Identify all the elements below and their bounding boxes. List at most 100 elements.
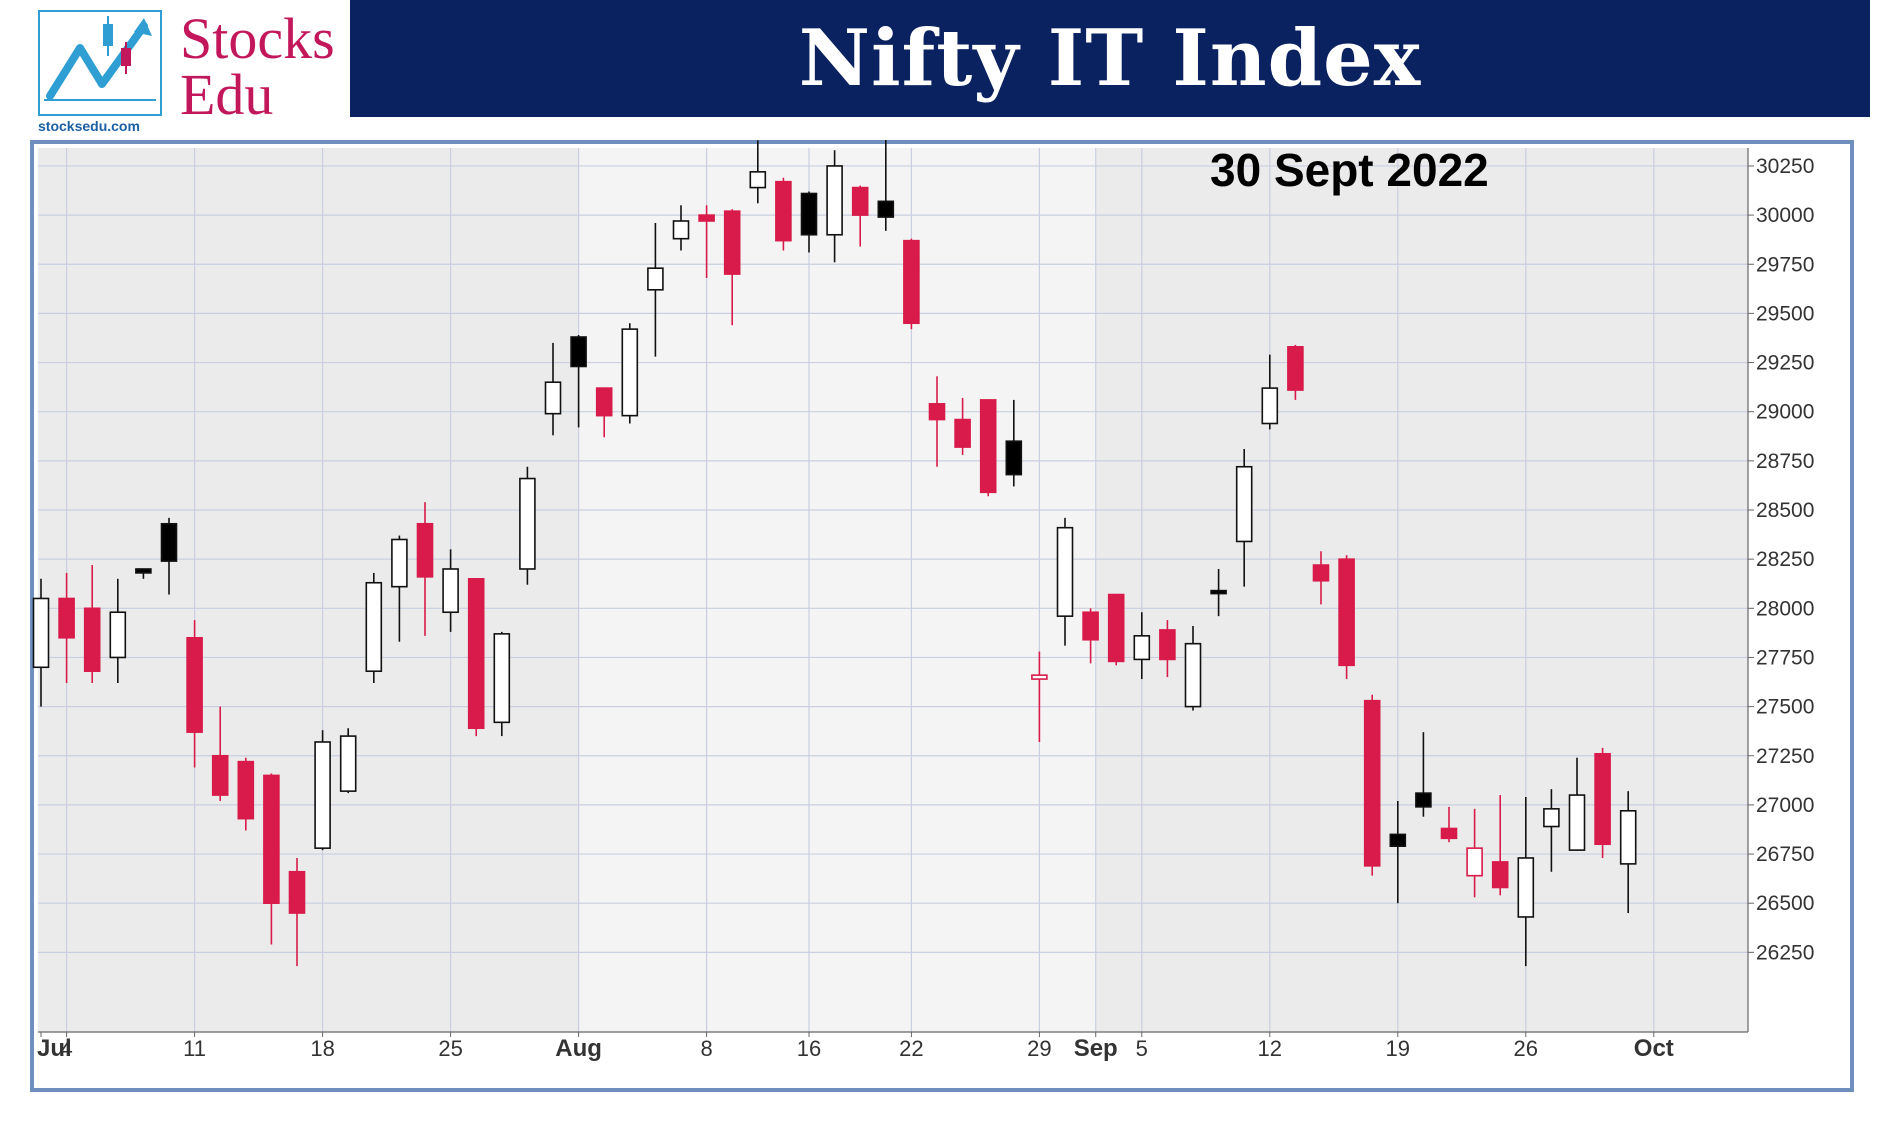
candle-body	[1338, 558, 1355, 667]
candle	[391, 535, 408, 642]
candle	[595, 387, 613, 438]
candle-body	[1133, 635, 1151, 661]
candle	[672, 205, 690, 251]
candlestick-chart: 26250 26500 26750 27000 27250 27500 27750 28000…	[32, 140, 1814, 1062]
candle-body	[1594, 752, 1611, 846]
candle	[928, 376, 946, 467]
logo-name-line1: Stocks	[180, 6, 335, 71]
candle	[1005, 399, 1023, 487]
candle-body	[1389, 833, 1407, 847]
candle-body	[1184, 642, 1202, 708]
title-bar: Nifty IT Index	[350, 0, 1870, 117]
y-tick-label: 29250	[1756, 352, 1814, 375]
candle	[570, 335, 587, 428]
candle	[314, 730, 331, 851]
candle-body	[1005, 440, 1023, 476]
candle-body	[595, 387, 613, 417]
candle	[698, 205, 715, 279]
candle-body	[544, 381, 562, 415]
candle-body	[288, 870, 306, 914]
candle	[800, 191, 818, 253]
candle-body	[749, 171, 767, 189]
candle	[1440, 806, 1458, 843]
candle	[621, 323, 639, 424]
candle	[1389, 800, 1407, 904]
candle-body	[672, 220, 690, 240]
x-tick-label: Oct	[1634, 1035, 1674, 1062]
candle	[1312, 551, 1330, 605]
logo-name-line2: Edu	[180, 62, 274, 127]
candle	[1338, 555, 1355, 680]
x-tick-label: Sep	[1074, 1035, 1118, 1062]
candle	[519, 466, 536, 585]
candle-body	[1107, 593, 1125, 663]
y-tick-label: 27250	[1756, 745, 1814, 768]
candle	[1543, 789, 1560, 872]
candle	[1568, 757, 1586, 851]
candle-body	[1082, 611, 1099, 641]
y-tick-label: 29500	[1756, 302, 1814, 325]
candle-body	[339, 735, 357, 792]
candle-body	[647, 267, 664, 291]
y-tick-label: 30000	[1756, 204, 1814, 227]
candle	[1184, 625, 1202, 711]
x-tick-label: Aug	[555, 1035, 602, 1062]
candle	[467, 578, 485, 737]
x-tick-label: 18	[310, 1036, 334, 1061]
x-tick-label: 8	[700, 1036, 712, 1061]
x-tick-label: 25	[438, 1036, 462, 1061]
candle	[1235, 449, 1253, 587]
candle	[365, 572, 383, 684]
y-tick-label: 28000	[1756, 597, 1814, 620]
candle	[1363, 694, 1381, 876]
candle-body	[928, 403, 946, 421]
candle	[979, 399, 997, 497]
candle-body	[723, 210, 741, 275]
candle-body	[621, 328, 639, 417]
candle	[1594, 747, 1611, 858]
candle-body	[1491, 861, 1509, 889]
candle	[1031, 651, 1048, 742]
candle-body	[1415, 792, 1432, 808]
candle	[58, 572, 75, 684]
candle	[109, 578, 127, 684]
candle	[1107, 593, 1125, 666]
candle	[263, 773, 280, 945]
candle	[1261, 354, 1279, 430]
chart-axes: 26250 26500 26750 27000 27250 27500 27750 28000…	[37, 148, 1814, 1062]
candle-body	[1363, 699, 1381, 867]
candle-body	[83, 607, 101, 673]
candle	[1491, 795, 1509, 896]
candle-body	[186, 636, 203, 733]
candle	[1517, 797, 1535, 967]
candle-body	[775, 180, 792, 242]
candle-body	[442, 568, 459, 614]
candle	[1415, 732, 1432, 817]
month-band	[578, 148, 1096, 1032]
candle-body	[1210, 589, 1227, 595]
candle-body	[1440, 827, 1458, 840]
x-tick-label: 19	[1386, 1036, 1410, 1061]
candle	[903, 238, 920, 330]
candle	[135, 568, 152, 579]
candle-body	[1466, 847, 1483, 877]
candle-body	[1312, 564, 1330, 582]
candle	[1287, 344, 1304, 400]
candle	[954, 397, 971, 455]
candle	[877, 140, 895, 231]
candle-body	[826, 165, 843, 236]
candle-body	[1517, 857, 1535, 918]
candle-body	[1159, 629, 1176, 661]
candle-body	[1261, 387, 1279, 425]
candle	[288, 857, 306, 967]
candle	[237, 757, 255, 831]
y-tick-label: 27500	[1756, 696, 1814, 719]
y-tick-label: 26250	[1756, 941, 1814, 964]
candle	[442, 549, 459, 632]
chart-date-annotation: 30 Sept 2022	[1210, 144, 1489, 196]
candle	[1619, 791, 1637, 914]
candle-body	[391, 538, 408, 588]
x-tick-label: 5	[1136, 1036, 1148, 1061]
candle-body	[314, 741, 331, 849]
candle-body	[903, 239, 920, 325]
